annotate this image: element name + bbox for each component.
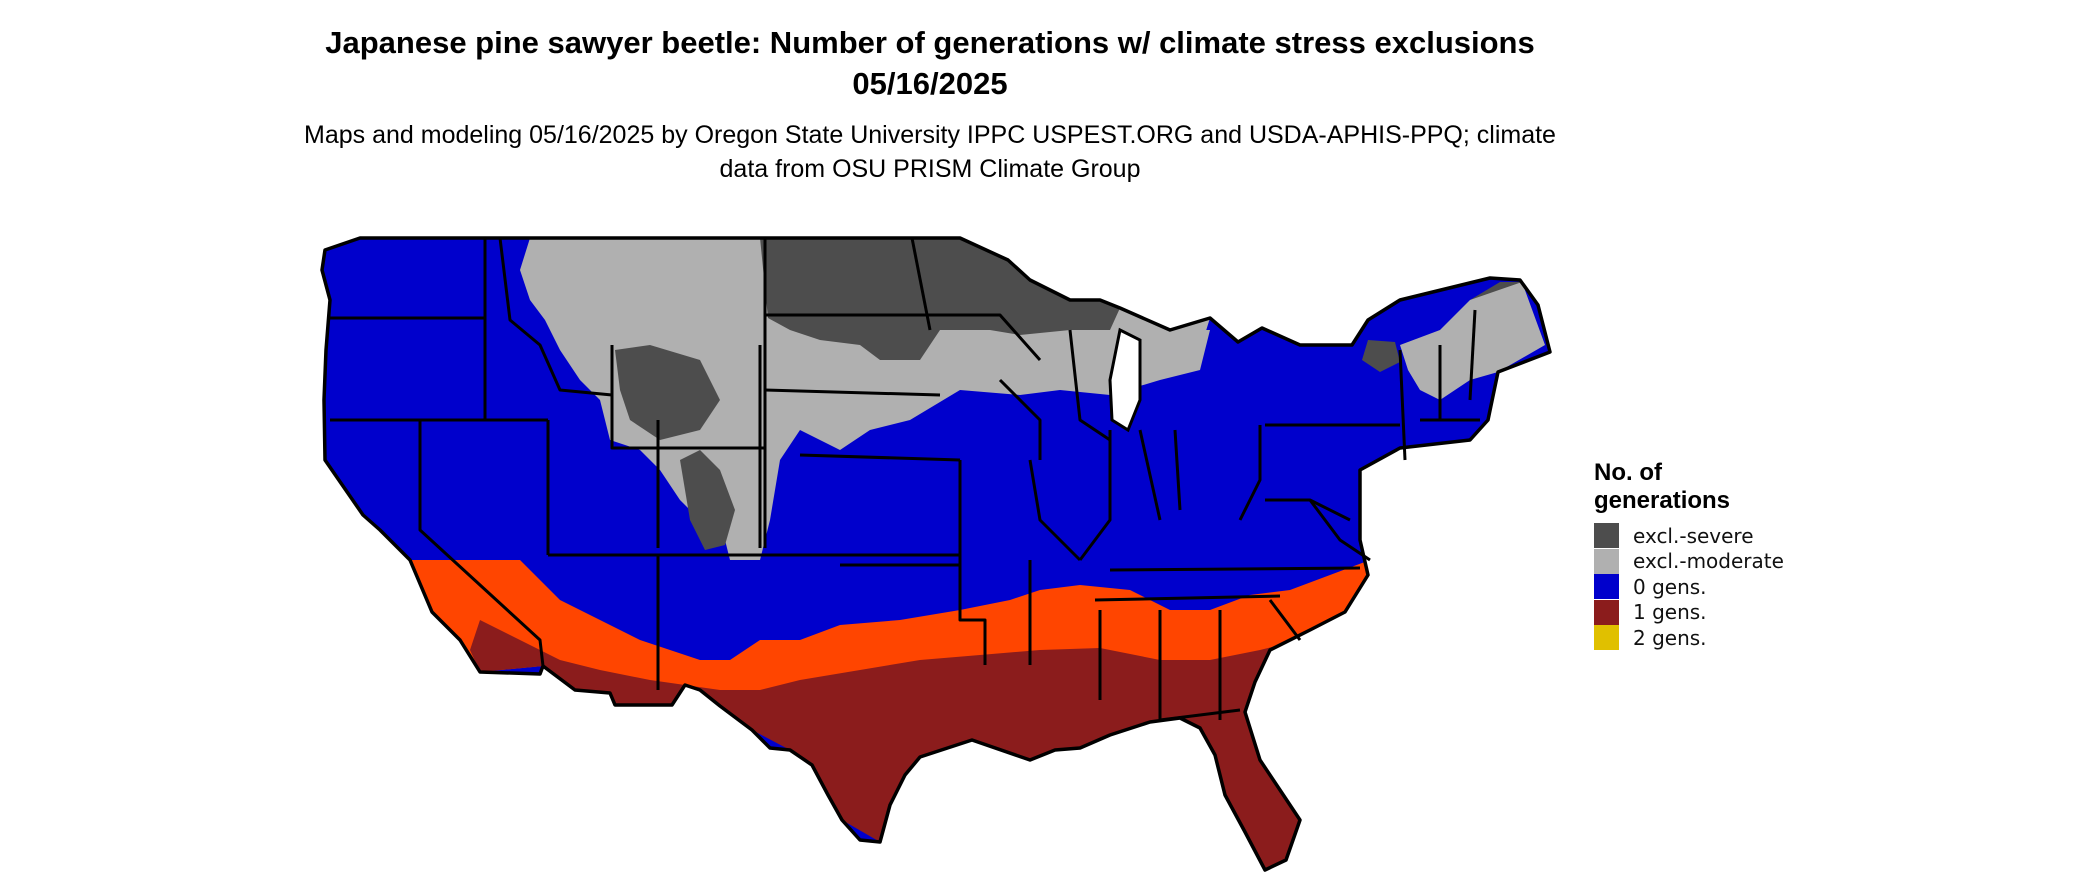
- legend-label: excl.-severe: [1633, 523, 1754, 548]
- legend: No. of generations excl.-severe excl.-mod…: [1594, 459, 1794, 651]
- legend-item: excl.-moderate: [1594, 548, 1794, 575]
- legend-item: 0 gens.: [1594, 574, 1794, 600]
- zone-one-gen-dark: [470, 620, 1300, 870]
- legend-title: No. of generations: [1594, 459, 1731, 514]
- legend-swatch: [1594, 625, 1619, 651]
- legend-item: excl.-severe: [1594, 523, 1794, 549]
- legend-swatch: [1594, 574, 1619, 600]
- legend-items: excl.-severe excl.-moderate 0 gens. 1 gens.…: [1594, 523, 1794, 651]
- legend-swatch: [1594, 599, 1619, 625]
- title-block: Japanese pine sawyer beetle: Number of g…: [300, 22, 1560, 186]
- legend-swatch: [1594, 523, 1619, 549]
- legend-label: 1 gens.: [1633, 600, 1707, 625]
- zone-two-gen: [1235, 860, 1260, 870]
- lake-michigan: [1108, 327, 1142, 433]
- legend-label: excl.-moderate: [1633, 549, 1784, 574]
- us-outline: [320, 236, 1552, 872]
- legend-item: 1 gens.: [1594, 599, 1794, 626]
- legend-swatch: [1594, 548, 1619, 574]
- state-borders: [330, 237, 1480, 722]
- map-subtitle: Maps and modeling 05/16/2025 by Oregon S…: [304, 121, 1556, 183]
- zone-severe-adirondack: [1362, 340, 1400, 372]
- zone-severe-wyoming: [615, 345, 720, 440]
- zone-severe-north: [760, 238, 1120, 360]
- legend-item: 2 gens.: [1594, 625, 1794, 651]
- zone-severe-colorado: [680, 450, 735, 550]
- legend-label: 2 gens.: [1633, 625, 1707, 650]
- legend-label: 0 gens.: [1633, 574, 1707, 599]
- map-title: Japanese pine sawyer beetle: Number of g…: [325, 25, 1535, 101]
